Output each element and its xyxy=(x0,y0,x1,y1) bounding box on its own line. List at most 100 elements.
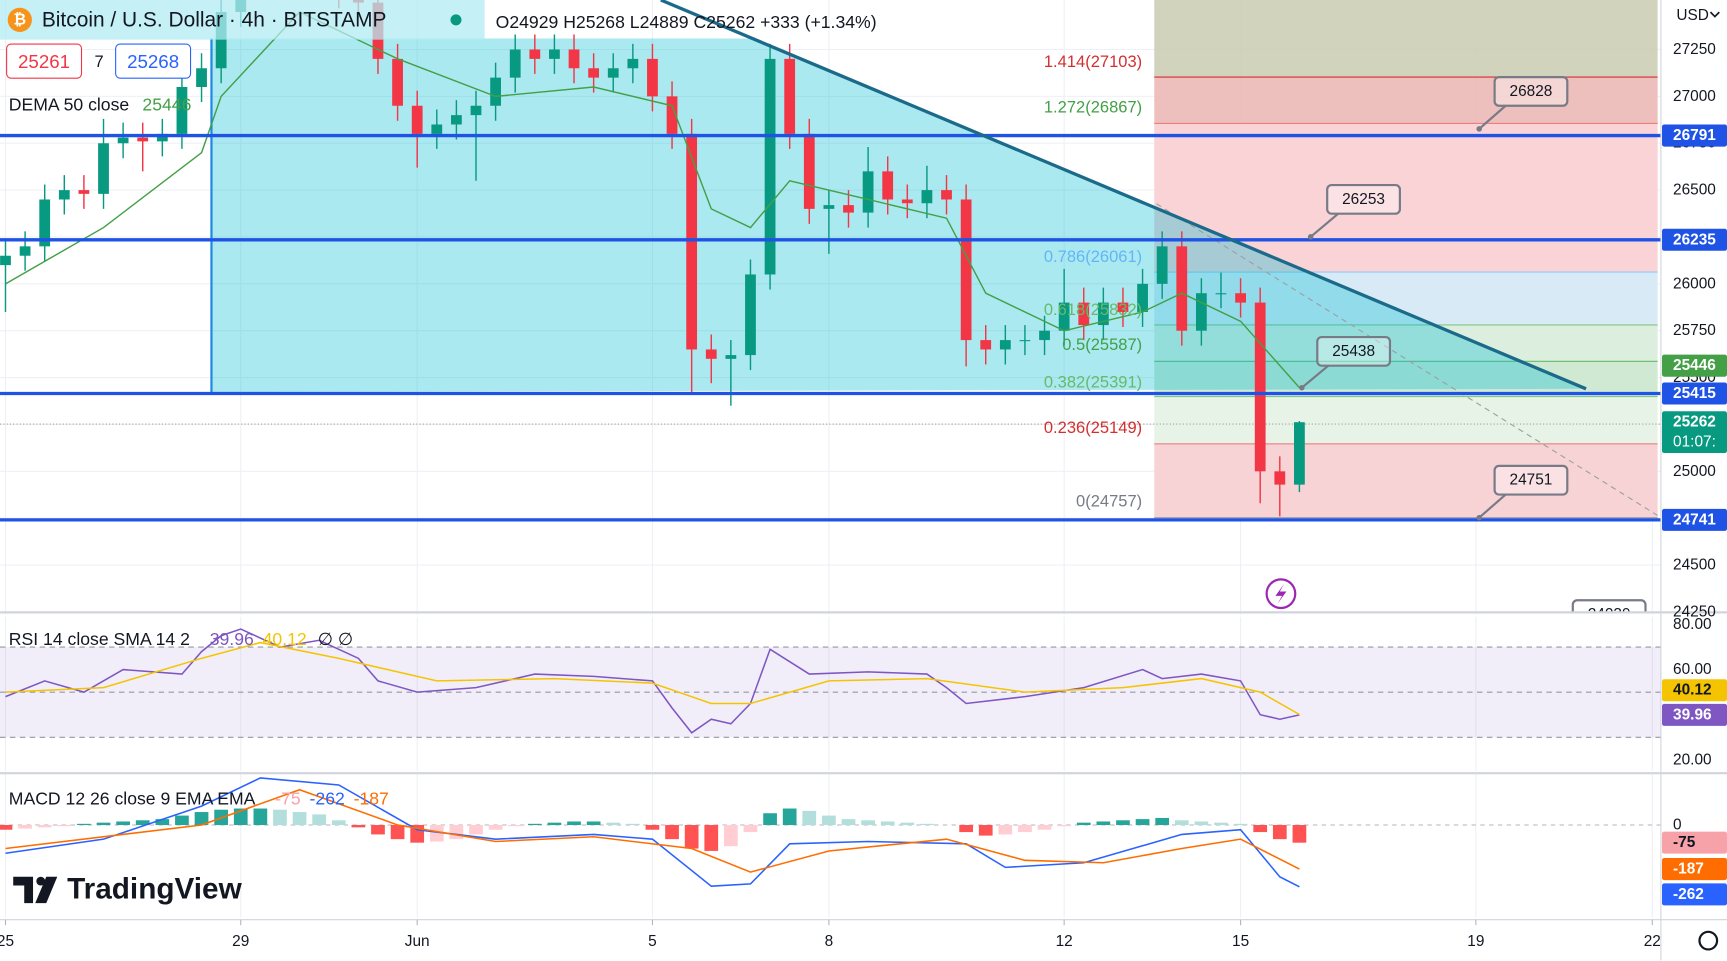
y-tick-label: 25000 xyxy=(1673,463,1716,480)
macd-hist-value: -75 xyxy=(275,789,301,809)
macd-histogram-bar xyxy=(449,825,464,840)
settings-icon[interactable] xyxy=(1698,930,1719,951)
buy-button[interactable] xyxy=(115,43,192,79)
rsi-legend[interactable]: RSI 14 close SMA 14 2 39.96 40.12 ∅ ∅ xyxy=(9,629,353,649)
x-tick-label: 8 xyxy=(825,933,834,950)
price-tag xyxy=(1662,883,1727,906)
macd-histogram-bar xyxy=(606,822,621,826)
callout-label: 26828 xyxy=(1510,83,1553,100)
currency[interactable]: USD xyxy=(1676,7,1709,24)
macd-histogram-bar xyxy=(567,821,581,826)
macd-histogram-bar xyxy=(900,822,915,826)
fib-zone xyxy=(1154,123,1658,273)
callout-pointer xyxy=(1478,104,1507,130)
macd-histogram-bar xyxy=(1116,820,1130,826)
candle-body xyxy=(1195,293,1207,331)
candle-body xyxy=(666,96,678,134)
trend-line xyxy=(660,0,1587,391)
fib-zone xyxy=(1154,0,1658,78)
macd-histogram-bar xyxy=(1057,825,1072,827)
fib-label: 0.236(25149) xyxy=(1044,418,1142,437)
sell-button[interactable] xyxy=(6,43,83,79)
macd-legend[interactable]: MACD 12 26 close 9 EMA EMA -75 -262 -187 xyxy=(9,789,389,809)
y-tick-label: 25750 xyxy=(1673,322,1716,339)
price-tag-label: 25446 xyxy=(1673,357,1716,374)
candle-body xyxy=(529,49,541,59)
ask-price: 25268 xyxy=(127,51,179,72)
macd-histogram-bar xyxy=(488,825,503,830)
currency-dropdown[interactable] xyxy=(1709,11,1720,18)
fib-label: 1.272(26867) xyxy=(1044,97,1142,116)
candle-body xyxy=(921,190,933,204)
candle-body xyxy=(1294,422,1305,485)
fib-labels: 1.414(27103) 1.272(26867) 0.786(26061) 0.61… xyxy=(1044,52,1142,510)
price-tag xyxy=(1662,354,1727,377)
spread: 7 xyxy=(95,52,104,71)
axes: 2529Jun581215192224250245002475025000252… xyxy=(0,41,1727,950)
candle-body xyxy=(431,124,443,134)
fib-label: 0.5(25587) xyxy=(1062,335,1142,354)
y-tick-label: 0 xyxy=(1673,817,1682,834)
price-tag-label: 40.12 xyxy=(1673,682,1712,699)
macd-series xyxy=(0,777,1661,888)
callout-anchor xyxy=(1299,384,1305,391)
macd-histogram-bar xyxy=(1214,822,1228,826)
callout-box xyxy=(1571,599,1647,613)
y-tick-label: 26500 xyxy=(1673,182,1716,199)
macd-histogram-bar xyxy=(1272,825,1287,840)
candle-body xyxy=(470,105,482,116)
macd-histogram-bar xyxy=(135,820,150,826)
candle-body xyxy=(392,58,403,106)
candle-body xyxy=(1097,302,1109,326)
candle-body xyxy=(1078,302,1090,326)
market-status[interactable] xyxy=(450,14,462,26)
legend-background xyxy=(0,0,485,40)
candle-body xyxy=(58,190,70,200)
macd-histogram-bar xyxy=(527,823,542,826)
macd-histogram-bar xyxy=(37,825,52,828)
x-tick-label: 22 xyxy=(1644,933,1661,950)
x-tick-label: 5 xyxy=(648,933,657,950)
rsi-title: RSI 14 close SMA 14 2 xyxy=(9,629,190,649)
macd-line xyxy=(5,788,1300,873)
dema-legend[interactable]: DEMA 50 close 25446 xyxy=(9,95,192,115)
macd-histogram-bar xyxy=(1174,820,1189,826)
candle-body xyxy=(686,133,698,350)
macd-histogram-bar xyxy=(998,825,1013,835)
candle-body xyxy=(1137,283,1148,312)
candle-body xyxy=(490,77,501,106)
candle-body xyxy=(19,246,31,256)
macd-line xyxy=(5,777,1300,888)
candle-body xyxy=(196,68,207,88)
macd-histogram-bar xyxy=(1096,821,1111,826)
macd-histogram-bar xyxy=(77,823,91,826)
price-series xyxy=(0,0,1661,522)
price-tag-label: 24741 xyxy=(1673,511,1716,528)
candle-body xyxy=(509,49,521,78)
macd-histogram-bar xyxy=(645,825,660,830)
symbol-title[interactable]: Bitcoin / U.S. Dollar · 4h · BITSTAMP xyxy=(42,8,387,31)
x-tick-label: 15 xyxy=(1232,933,1249,950)
callout-box xyxy=(1493,76,1569,107)
last-price-tag xyxy=(1662,411,1727,454)
macd-histogram-bar xyxy=(175,815,189,826)
fib-label: 0.618(25832) xyxy=(1044,300,1142,319)
macd-histogram-bar xyxy=(469,825,483,835)
candle-body xyxy=(980,340,992,350)
callout-anchor xyxy=(1476,126,1482,132)
candle-body xyxy=(999,340,1011,350)
y-tick-label: 27250 xyxy=(1673,41,1716,58)
price-tag xyxy=(1662,124,1727,147)
fib-zone xyxy=(1154,324,1658,362)
price-tag xyxy=(1662,679,1727,702)
price-tag xyxy=(1662,831,1727,854)
fib-label: 0(24757) xyxy=(1076,492,1142,511)
macd-histogram-bar xyxy=(57,825,72,827)
triangle-pattern xyxy=(211,38,1587,393)
dema-line xyxy=(5,11,1300,389)
rsi-sma-value: 40.12 xyxy=(263,629,307,649)
price-tag xyxy=(1662,858,1727,881)
rsi-line xyxy=(5,641,1300,716)
candle-body xyxy=(215,12,227,69)
